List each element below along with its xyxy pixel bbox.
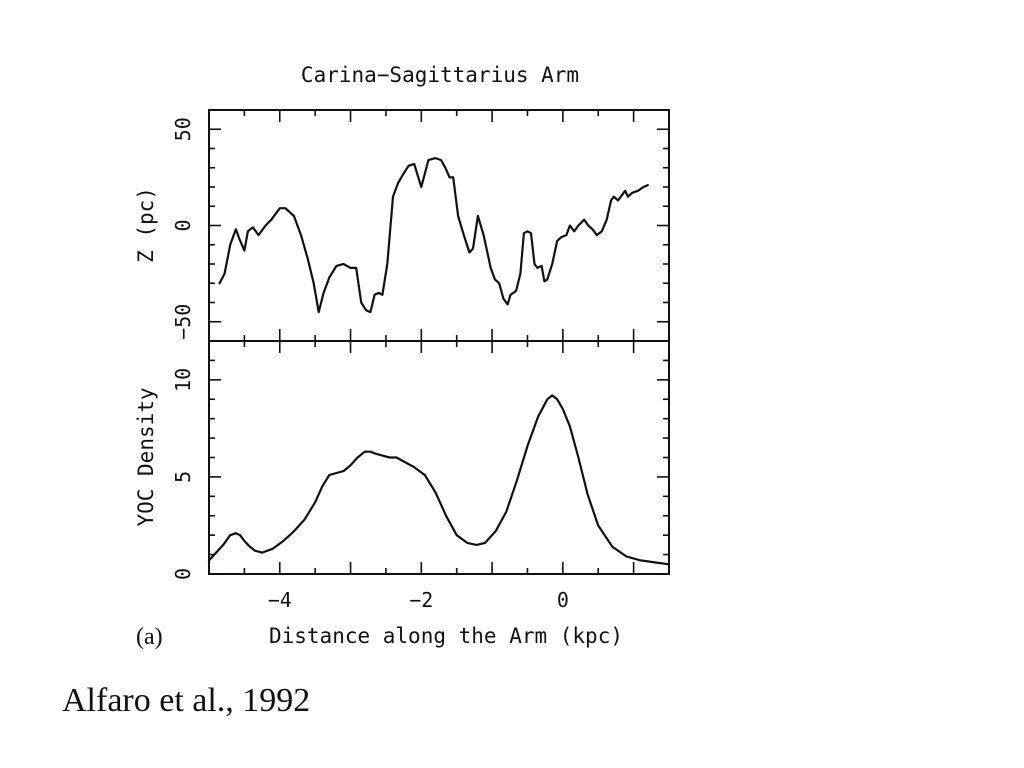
- density-panel-x-tick-label: −4: [268, 588, 292, 612]
- z-panel-y-tick-label: 50: [171, 117, 195, 141]
- density-panel-frame: [208, 340, 670, 575]
- z-panel-frame: [208, 109, 670, 342]
- x-axis-label: Distance along the Arm (kpc): [269, 624, 623, 648]
- chart-title: Carina−Sagittarius Arm: [301, 63, 579, 87]
- citation: Alfaro et al., 1992: [62, 682, 311, 719]
- density-series-line: [207, 394, 671, 566]
- density-panel-x-tick-label: 0: [557, 588, 569, 612]
- density-panel-tick-labels: 0 5 10 −4 −2 0: [171, 368, 569, 612]
- density-panel-ticks: [209, 341, 669, 575]
- z-panel-ticks: [209, 110, 669, 341]
- z-series-line: [218, 157, 649, 314]
- z-axis-label: Z (pc): [134, 187, 158, 263]
- density-axis-label: YOC Density: [134, 387, 158, 526]
- density-panel-y-tick-label: 10: [171, 368, 195, 392]
- z-panel-y-tick-label: −50: [171, 304, 195, 340]
- density-panel-y-tick-label: 0: [171, 568, 195, 580]
- density-panel-y-tick-label: 5: [171, 471, 195, 483]
- density-panel: 0 5 10 −4 −2 0 YOC Density: [134, 340, 671, 612]
- density-panel-x-tick-label: −2: [409, 588, 433, 612]
- z-panel: −50 0 50 Z (pc): [134, 109, 670, 342]
- z-panel-y-tick-label: 0: [171, 219, 195, 231]
- panel-label: (a): [136, 624, 163, 650]
- z-panel-y-tick-labels: −50 0 50: [171, 117, 195, 340]
